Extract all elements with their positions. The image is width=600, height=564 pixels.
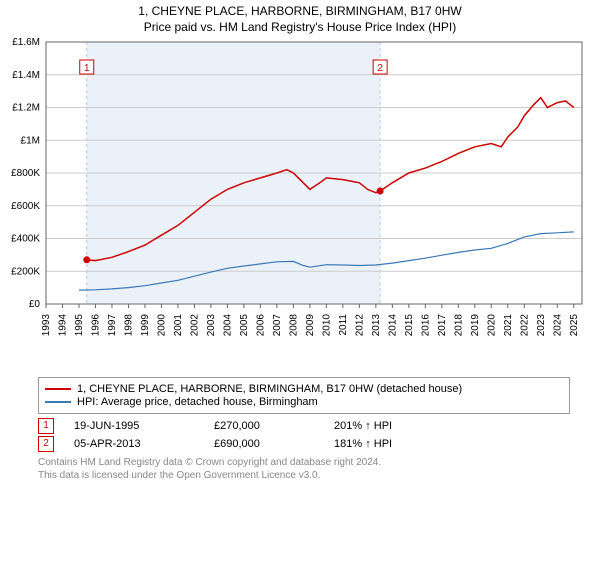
svg-text:1998: 1998: [123, 314, 134, 337]
tx-price: £270,000: [214, 420, 334, 432]
svg-text:2: 2: [377, 63, 383, 74]
svg-text:2014: 2014: [387, 314, 398, 337]
svg-text:2011: 2011: [338, 314, 349, 336]
transactions-table: 1 19-JUN-1995 £270,000 201% ↑ HPI 2 05-A…: [38, 418, 570, 452]
svg-text:£1.6M: £1.6M: [12, 38, 40, 48]
svg-text:2006: 2006: [255, 314, 266, 337]
svg-text:2000: 2000: [156, 314, 167, 337]
svg-text:1995: 1995: [74, 314, 85, 337]
tx-pct: 181% ↑ HPI: [334, 438, 454, 450]
footer-line: Contains HM Land Registry data © Crown c…: [38, 456, 570, 469]
footer-line: This data is licensed under the Open Gov…: [38, 469, 570, 482]
svg-text:2022: 2022: [519, 314, 530, 337]
chart-subtitle: Price paid vs. HM Land Registry's House …: [0, 20, 600, 34]
svg-text:2015: 2015: [404, 314, 415, 337]
legend-row: 1, CHEYNE PLACE, HARBORNE, BIRMINGHAM, B…: [45, 383, 563, 395]
svg-text:£800K: £800K: [11, 168, 40, 179]
svg-text:£1.4M: £1.4M: [12, 70, 40, 81]
legend-swatch: [45, 388, 71, 390]
marker-badge: 1: [38, 418, 54, 434]
chart-title: 1, CHEYNE PLACE, HARBORNE, BIRMINGHAM, B…: [0, 4, 600, 18]
svg-text:£200K: £200K: [11, 266, 40, 277]
svg-text:2004: 2004: [222, 314, 233, 337]
svg-text:2007: 2007: [272, 314, 283, 337]
svg-text:2024: 2024: [552, 314, 563, 337]
legend-label: HPI: Average price, detached house, Birm…: [77, 396, 318, 408]
svg-text:2005: 2005: [239, 314, 250, 337]
svg-text:£1M: £1M: [21, 135, 40, 146]
table-row: 2 05-APR-2013 £690,000 181% ↑ HPI: [38, 436, 570, 452]
svg-text:2023: 2023: [536, 314, 547, 337]
svg-text:1994: 1994: [57, 314, 68, 337]
tx-date: 05-APR-2013: [74, 438, 214, 450]
legend-swatch: [45, 401, 71, 403]
svg-text:2016: 2016: [420, 314, 431, 337]
chart-container: £0 £200K £400K £600K £800K £1M £1.2M £1.4M £1.6M…: [0, 38, 600, 371]
table-row: 1 19-JUN-1995 £270,000 201% ↑ HPI: [38, 418, 570, 434]
svg-text:2017: 2017: [437, 314, 448, 337]
tx-pct: 201% ↑ HPI: [334, 420, 454, 432]
svg-text:£400K: £400K: [11, 234, 40, 245]
svg-text:2012: 2012: [354, 314, 365, 337]
svg-text:2009: 2009: [305, 314, 316, 337]
svg-text:1999: 1999: [140, 314, 151, 337]
tx-date: 19-JUN-1995: [74, 420, 214, 432]
svg-text:£600K: £600K: [11, 201, 40, 212]
svg-text:1997: 1997: [107, 314, 118, 337]
tx-price: £690,000: [214, 438, 334, 450]
svg-text:1996: 1996: [90, 314, 101, 337]
svg-text:2010: 2010: [321, 314, 332, 337]
svg-text:1993: 1993: [41, 314, 52, 337]
legend: 1, CHEYNE PLACE, HARBORNE, BIRMINGHAM, B…: [38, 377, 570, 414]
svg-text:2019: 2019: [470, 314, 481, 337]
marker-badge: 2: [38, 436, 54, 452]
svg-text:2013: 2013: [371, 314, 382, 337]
legend-label: 1, CHEYNE PLACE, HARBORNE, BIRMINGHAM, B…: [77, 383, 462, 395]
line-chart: £0 £200K £400K £600K £800K £1M £1.2M £1.4M £1.6M…: [0, 38, 600, 368]
footer-attribution: Contains HM Land Registry data © Crown c…: [38, 456, 570, 482]
svg-text:2018: 2018: [453, 314, 464, 337]
legend-row: HPI: Average price, detached house, Birm…: [45, 396, 563, 408]
svg-text:1: 1: [84, 63, 90, 74]
svg-text:2021: 2021: [503, 314, 514, 337]
svg-text:2008: 2008: [288, 314, 299, 337]
svg-text:2003: 2003: [206, 314, 217, 337]
svg-text:2025: 2025: [569, 314, 580, 337]
svg-text:2001: 2001: [173, 314, 184, 337]
svg-text:£1.2M: £1.2M: [12, 103, 40, 114]
svg-text:2020: 2020: [486, 314, 497, 337]
svg-text:2002: 2002: [189, 314, 200, 337]
svg-text:£0: £0: [29, 299, 41, 310]
